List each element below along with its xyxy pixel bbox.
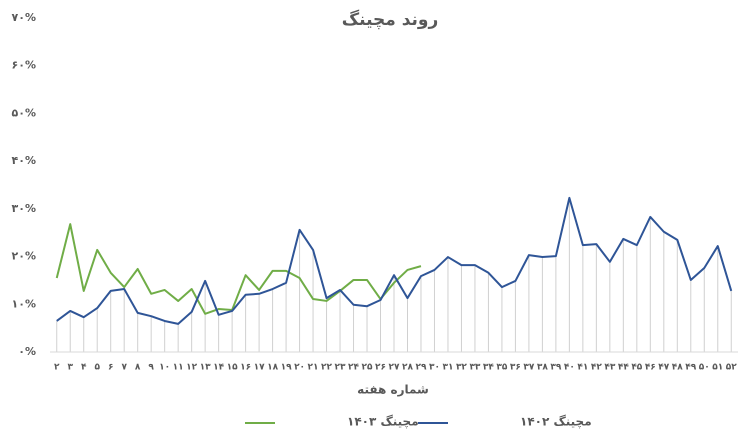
x-tick-label: ۴۰: [564, 363, 575, 373]
x-tick-label: ۲۳: [335, 363, 346, 373]
x-tick-label: ۲۸: [402, 363, 413, 373]
series-line: [55, 223, 422, 315]
x-tick-label: ۷: [121, 363, 127, 373]
x-tick-label: ۶: [108, 363, 114, 373]
x-tick-label: ۴۵: [631, 363, 642, 373]
x-tick-label: ۳۷: [523, 363, 534, 373]
x-tick-label: ۳۵: [496, 363, 507, 373]
x-tick-label: ۳۹: [550, 363, 561, 373]
x-tick-label: ۲: [54, 363, 60, 373]
x-tick-label: ۳۶: [510, 363, 521, 373]
x-tick-label: ۴۸: [672, 363, 683, 373]
x-tick-label: ۲۱: [308, 363, 319, 373]
x-tick-label: ۴۷: [658, 363, 669, 373]
x-tick-label: ۵۱: [712, 363, 723, 373]
x-tick-label: ۱۴: [213, 363, 224, 373]
x-tick-label: ۳۲: [456, 363, 467, 373]
x-tick-label: ۳: [67, 363, 73, 373]
x-tick-label: ۲۴: [348, 363, 359, 373]
x-tick-label: ۱۳: [200, 363, 211, 373]
x-tick-label: ۲۵: [362, 363, 373, 373]
x-tick-label: ۲۶: [375, 363, 386, 373]
x-tick-label: ۱۰: [159, 363, 170, 373]
x-tick-label: ۴۹: [685, 363, 696, 373]
x-tick-label: ۱۵: [227, 363, 238, 373]
x-tick-label: ۱۲: [186, 363, 197, 373]
x-tick-label: ۱۸: [267, 363, 278, 373]
x-tick-label: ۵: [94, 363, 100, 373]
x-tick-label: ۳۰: [429, 363, 440, 373]
x-tick-label: ۵۲: [726, 363, 737, 373]
x-tick-label: ۳۱: [442, 363, 453, 373]
x-tick-label: ۹: [148, 363, 154, 373]
chart-title: روند مچینگ: [342, 9, 439, 30]
x-tick-label: ۲۲: [321, 363, 332, 373]
x-tick-label: ۱۹: [281, 363, 292, 373]
y-tick-label: ۱۰%: [12, 297, 36, 310]
x-tick-label: ۴۶: [645, 363, 656, 373]
x-tick-label: ۲۹: [415, 363, 426, 373]
x-tick-label: ۳۸: [537, 363, 548, 373]
legend-label: مچینگ ۱۴۰۲: [520, 415, 592, 429]
x-tick-label: ۵۰: [699, 363, 710, 373]
x-tick-label: ۲۰: [294, 363, 305, 373]
legend-label: مچینگ ۱۴۰۳: [347, 415, 419, 429]
x-tick-label: ۲۷: [389, 363, 400, 373]
x-tick-label: ۸: [135, 363, 141, 373]
x-tick-label: ۴۳: [604, 363, 615, 373]
x-tick-label: ۴۲: [591, 363, 602, 373]
x-tick-label: ۴۱: [577, 363, 588, 373]
y-tick-label: ۳۰%: [12, 202, 36, 215]
y-tick-label: ۴۰%: [12, 154, 36, 167]
y-tick-label: ۲۰%: [12, 250, 36, 263]
x-tick-label: ۳۳: [469, 363, 480, 373]
series-line: [56, 196, 733, 325]
x-tick-label: ۱۱: [173, 363, 184, 373]
y-tick-label: ۵۰%: [12, 106, 36, 119]
x-axis-title: شماره هفته: [357, 383, 429, 397]
x-tick-label: ۴: [81, 363, 87, 373]
y-tick-label: ۷۰%: [12, 11, 36, 24]
y-tick-label: ۰%: [18, 345, 36, 358]
x-tick-label: ۴۴: [618, 363, 629, 373]
x-tick-label: ۱۶: [240, 363, 251, 373]
x-tick-label: ۳۴: [483, 363, 494, 373]
x-tick-label: ۱۷: [254, 363, 265, 373]
y-tick-label: ۶۰%: [12, 59, 36, 72]
